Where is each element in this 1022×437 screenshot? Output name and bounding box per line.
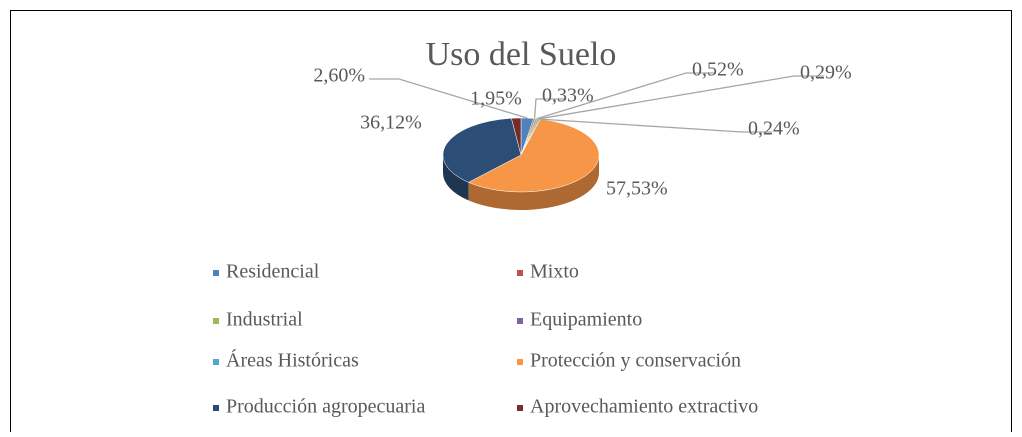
data-label: 36,12%	[360, 112, 422, 134]
legend-marker	[213, 405, 219, 411]
data-label: 0,33%	[542, 85, 594, 107]
data-label: 0,29%	[800, 62, 852, 84]
legend-marker	[517, 318, 523, 324]
legend-label: Producción agropecuaria	[226, 396, 425, 418]
legend-marker	[213, 318, 219, 324]
data-label: 0,52%	[692, 59, 744, 81]
chart-border	[10, 10, 1012, 437]
legend-label: Equipamiento	[530, 309, 642, 331]
pie-side	[443, 155, 469, 201]
pie-slice	[442, 118, 522, 183]
legend-label: Mixto	[530, 261, 579, 283]
pie-slice	[511, 117, 522, 156]
data-label: 1,95%	[470, 88, 522, 110]
leader-line	[539, 118, 772, 133]
legend-marker	[517, 405, 523, 411]
legend-label: Residencial	[226, 261, 320, 283]
leader-line	[369, 78, 528, 119]
pie-slice	[467, 118, 600, 193]
leader-line	[533, 98, 566, 119]
pie-side	[468, 155, 599, 210]
legend-label: Áreas Históricas	[226, 349, 359, 372]
data-label: 2,60%	[313, 65, 365, 87]
legend-marker	[213, 359, 219, 365]
data-label: 57,53%	[606, 178, 668, 200]
legend-label: Protección y conservación	[530, 350, 741, 372]
leader-line	[536, 72, 716, 120]
chart-title: Uso del Suelo	[426, 36, 617, 73]
legend-label: Aprovechamiento extractivo	[530, 396, 758, 418]
legend-label: Industrial	[226, 309, 303, 331]
data-label: 0,24%	[748, 118, 800, 140]
leader-line	[538, 75, 824, 120]
legend-marker	[213, 270, 219, 276]
legend-marker	[517, 359, 523, 365]
legend-marker	[517, 270, 523, 276]
